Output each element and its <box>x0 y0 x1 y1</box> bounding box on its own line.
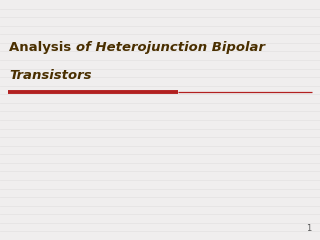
Text: Analysis: Analysis <box>9 42 76 54</box>
Text: Transistors: Transistors <box>9 69 92 82</box>
Text: 1: 1 <box>306 224 311 233</box>
Text: of Heterojunction Bipolar: of Heterojunction Bipolar <box>76 42 265 54</box>
